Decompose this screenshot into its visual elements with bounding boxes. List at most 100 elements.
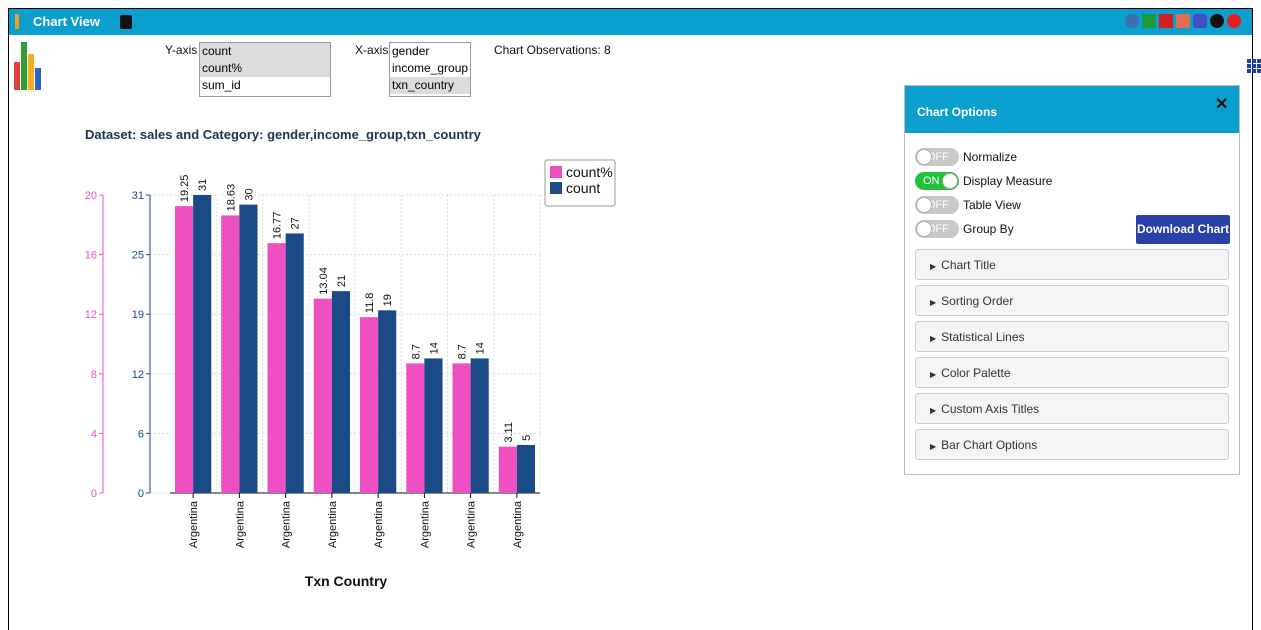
window-title: Chart View [33, 14, 100, 29]
y2-tick-label: 25 [132, 250, 144, 262]
toggle-label: Display Measure [963, 174, 1053, 188]
accordion-section[interactable]: ▶ Statistical Lines [915, 321, 1229, 352]
x-tick-label: Argentina [327, 500, 339, 548]
data-label: 14 [428, 342, 440, 354]
grid-menu-icon[interactable] [1247, 59, 1261, 75]
panel-title: Chart Options [917, 105, 997, 119]
data-label: 19 [382, 294, 394, 306]
x-axis-list[interactable]: gender income_group txn_country [389, 42, 471, 97]
list-option[interactable]: txn_country [390, 77, 470, 94]
bar [360, 317, 379, 493]
panel-header: Chart Options ✕ [905, 86, 1239, 133]
toggle-state: OFF [927, 199, 949, 211]
bar [470, 358, 489, 493]
toggle[interactable]: OFF [915, 220, 959, 238]
y2-tick-label: 19 [132, 309, 144, 321]
caret: ▶ [930, 406, 937, 415]
legend-box [544, 159, 616, 207]
lock-icon[interactable] [120, 15, 132, 29]
frame [8, 8, 1253, 630]
close-icon[interactable] [1227, 14, 1241, 28]
bar [516, 444, 535, 493]
y2-tick-label: 31 [132, 190, 144, 202]
toggle[interactable]: OFF [915, 196, 959, 214]
legend-swatch [550, 166, 562, 178]
toggle-knob [916, 221, 932, 237]
y-tick-label: 16 [85, 250, 97, 262]
icon[interactable] [1125, 14, 1139, 28]
list-option[interactable]: sum_id [202, 78, 241, 92]
data-label: 27 [290, 217, 302, 229]
bar [313, 298, 332, 493]
data-label: 5 [521, 435, 533, 441]
pdf-icon[interactable] [1159, 14, 1173, 28]
y2-tick-label: 6 [138, 428, 144, 440]
bar [193, 195, 212, 493]
data-label: 13.04 [318, 267, 330, 295]
bar [285, 233, 304, 494]
y-axis-label: Y-axis [165, 43, 198, 57]
section-title: Color Palette [941, 366, 1011, 380]
title-bar: Chart View [9, 9, 1252, 35]
data-label: 31 [197, 179, 209, 191]
data-label: 18.63 [225, 184, 237, 212]
y-tick-label: 8 [91, 369, 97, 381]
toggle-state: ON [923, 175, 940, 187]
x-axis-label: X-axis [355, 43, 389, 57]
minimize-icon[interactable] [1210, 14, 1224, 28]
accordion-section[interactable]: ▶ Custom Axis Titles [915, 393, 1229, 424]
bar [267, 243, 286, 493]
x-tick-label: Argentina [373, 500, 385, 548]
x-tick-label: Argentina [234, 500, 246, 548]
accordion-section[interactable]: ▶ Sorting Order [915, 285, 1229, 316]
y-tick-label: 0 [91, 488, 97, 500]
data-label: 11.8 [364, 293, 376, 314]
legend-swatch [550, 182, 562, 194]
app-icon [15, 14, 19, 29]
toggle-knob [916, 149, 932, 165]
toggle-label: Normalize [963, 150, 1018, 164]
x-tick-label: Argentina [466, 500, 478, 548]
toggle-knob [942, 173, 958, 189]
bar [452, 363, 471, 493]
toggle[interactable]: OFF [915, 148, 959, 166]
toggle-label: Group By [963, 222, 1014, 236]
observations: Chart Observations: 8 [494, 43, 611, 57]
bar [331, 291, 350, 493]
section-title: Bar Chart Options [941, 438, 1038, 452]
y2-tick-label: 0 [138, 488, 144, 500]
accordion-section[interactable]: ▶ Chart Title [915, 249, 1229, 280]
bar [221, 215, 240, 493]
data-label: 8.7 [457, 344, 469, 359]
accordion-section[interactable]: ▶ Color Palette [915, 357, 1229, 388]
icon[interactable] [1176, 14, 1190, 28]
data-label: 16.77 [272, 212, 284, 240]
toggle-state: OFF [927, 151, 949, 163]
accordion-section[interactable]: ▶ Bar Chart Options [915, 429, 1229, 460]
toggle[interactable]: ON [915, 172, 959, 190]
close-button[interactable]: ✕ [1215, 96, 1229, 113]
help-icon[interactable] [1193, 14, 1207, 28]
section-title: Statistical Lines [941, 330, 1025, 344]
caret: ▶ [930, 334, 937, 343]
excel-icon[interactable] [1142, 14, 1156, 28]
toggle-label: Table View [963, 198, 1021, 212]
bar [378, 310, 397, 493]
download-button[interactable]: Download Chart [1136, 215, 1230, 244]
data-label: 14 [475, 342, 487, 354]
chart-icon [14, 42, 41, 90]
data-label: 19.25 [179, 175, 191, 203]
list-option[interactable]: gender [392, 44, 430, 58]
caret: ▶ [930, 262, 937, 271]
section-title: Chart Title [941, 258, 996, 272]
data-label: 30 [243, 188, 255, 200]
list-option[interactable]: count% [200, 60, 330, 77]
bar [239, 204, 258, 493]
bar [175, 206, 194, 494]
section-title: Sorting Order [941, 294, 1014, 308]
y-axis-list[interactable]: count count% sum_id [199, 42, 331, 97]
list-option[interactable]: income_group [392, 61, 469, 75]
legend-label: count% [566, 164, 613, 180]
list-option[interactable]: count [200, 43, 330, 60]
